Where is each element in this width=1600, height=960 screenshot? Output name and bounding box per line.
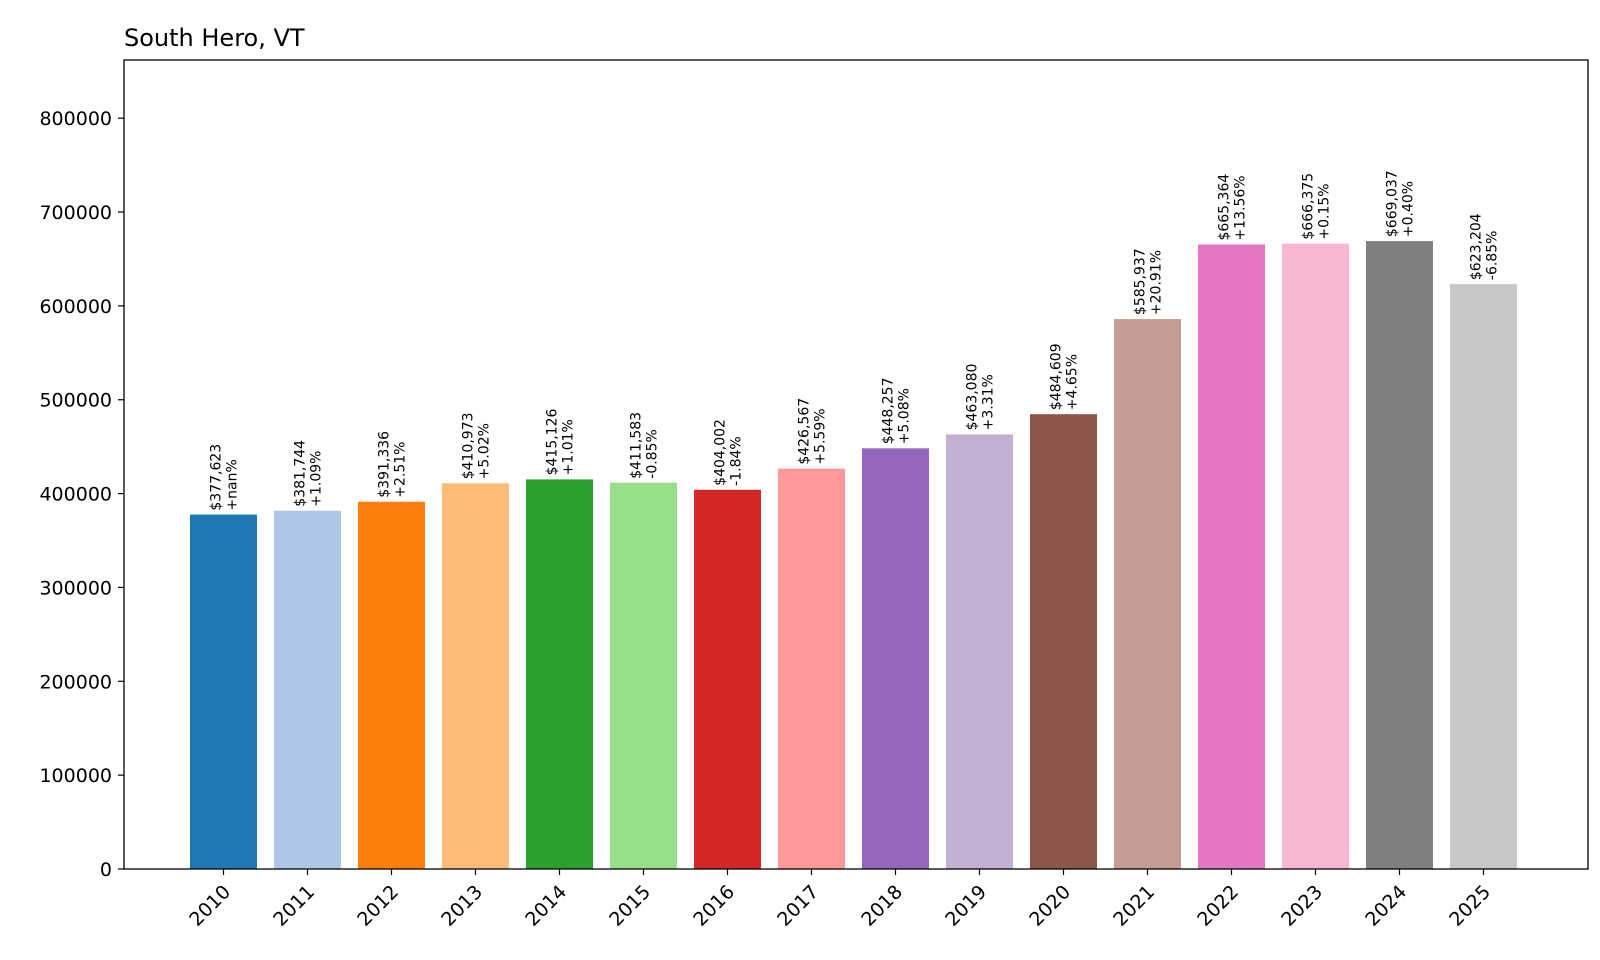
- bar-value-label: $426,567: [797, 398, 813, 465]
- bar-value-label: $377,623: [209, 444, 225, 511]
- bar-value-label: $585,937: [1133, 248, 1149, 315]
- bar-2014: [526, 479, 593, 869]
- bar-change-label: +5.59%: [813, 408, 829, 464]
- bar-2024: [1366, 241, 1433, 869]
- bar-value-label: $484,609: [1049, 343, 1065, 410]
- y-axis: 0 100000 200000 300000 400000 500000 600000 700…: [39, 108, 124, 881]
- plot-frame: [123, 59, 1589, 870]
- bar-labels-group: $377,623 +nan% $381,744 +1.09% $391,336 +2.51…: [209, 170, 1501, 510]
- x-tick-label: 2010: [185, 881, 235, 931]
- x-tick-label: 2024: [1361, 881, 1411, 931]
- bar-change-label: +13.56%: [1233, 175, 1249, 240]
- bar-value-label: $665,364: [1217, 174, 1233, 241]
- x-tick-label: 2011: [269, 881, 319, 931]
- bar-2022: [1198, 244, 1265, 870]
- bar-2023: [1282, 243, 1349, 869]
- bar-2011: [274, 510, 341, 869]
- x-tick-label: 2018: [857, 881, 907, 931]
- bar-change-label: +5.02%: [477, 423, 493, 479]
- bar-2010: [190, 514, 257, 869]
- bar-value-label: $410,973: [461, 412, 477, 479]
- bar-2025: [1450, 284, 1517, 869]
- y-tick-label: 600000: [39, 296, 112, 318]
- bar-change-label: -1.84%: [729, 436, 745, 486]
- bar-value-label: $669,037: [1385, 170, 1401, 237]
- bar-change-label: +4.65%: [1065, 354, 1081, 410]
- bar-2018: [862, 448, 929, 869]
- bar-2020: [1030, 414, 1097, 869]
- x-tick-label: 2017: [773, 881, 823, 931]
- bar-value-label: $448,257: [881, 377, 897, 444]
- bar-value-label: $463,080: [965, 364, 981, 431]
- bar-value-label: $404,002: [713, 419, 729, 486]
- x-tick-label: 2012: [353, 881, 403, 931]
- bar-2017: [778, 468, 845, 869]
- bar-2013: [442, 483, 509, 869]
- y-tick-label: 700000: [39, 202, 112, 224]
- bar-2019: [946, 434, 1013, 869]
- bar-change-label: -6.85%: [1485, 231, 1501, 281]
- bar-change-label: +5.08%: [897, 388, 913, 444]
- bar-change-label: +2.51%: [393, 442, 409, 498]
- x-tick-label: 2020: [1025, 881, 1075, 931]
- bar-2015: [610, 482, 677, 869]
- bar-value-label: $666,375: [1301, 173, 1317, 240]
- y-tick-label: 0: [100, 859, 112, 881]
- bar-change-label: +0.15%: [1317, 183, 1333, 239]
- x-tick-label: 2019: [941, 881, 991, 931]
- bar-value-label: $415,126: [545, 409, 561, 476]
- bar-2016: [694, 489, 761, 869]
- chart-title: South Hero, VT: [124, 24, 305, 52]
- bar-change-label: +0.40%: [1401, 181, 1417, 237]
- x-tick-label: 2021: [1109, 881, 1159, 931]
- bar-2021: [1114, 319, 1181, 869]
- bar-change-label: +1.09%: [309, 451, 325, 507]
- x-tick-label: 2015: [605, 881, 655, 931]
- bar-value-label: $391,336: [377, 431, 393, 498]
- bar-value-label: $411,583: [629, 412, 645, 479]
- y-tick-label: 400000: [39, 484, 112, 506]
- bar-change-label: +1.01%: [561, 419, 577, 475]
- bar-value-label: $381,744: [293, 440, 309, 507]
- y-tick-label: 200000: [39, 671, 112, 693]
- y-tick-label: 300000: [39, 577, 112, 599]
- x-tick-label: 2016: [689, 881, 739, 931]
- y-tick-label: 800000: [39, 108, 112, 130]
- bar-2012: [358, 501, 425, 869]
- bar-change-label: +nan%: [225, 459, 241, 510]
- y-tick-label: 500000: [39, 390, 112, 412]
- x-tick-label: 2023: [1277, 881, 1327, 931]
- bar-value-label: $623,204: [1469, 213, 1485, 280]
- y-tick-label: 100000: [39, 765, 112, 787]
- bar-change-label: +3.31%: [981, 374, 997, 430]
- bars-group: [190, 241, 1517, 870]
- bar-change-label: -0.85%: [645, 429, 661, 479]
- x-tick-label: 2014: [521, 881, 571, 931]
- bar-change-label: +20.91%: [1149, 250, 1165, 315]
- x-tick-label: 2025: [1445, 881, 1495, 931]
- x-axis: 2010 2011 2012 2013 2014 2015 2016 2017 2018 2019…: [185, 869, 1495, 931]
- x-tick-label: 2022: [1193, 881, 1243, 931]
- x-tick-label: 2013: [437, 881, 487, 931]
